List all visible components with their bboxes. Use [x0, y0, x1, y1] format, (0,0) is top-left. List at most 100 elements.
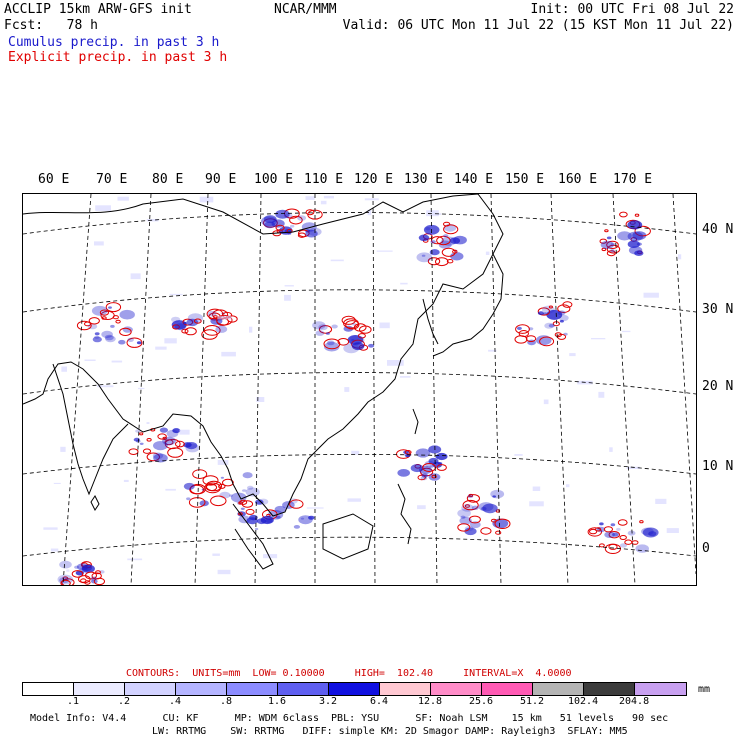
cumulus-precip-area: [421, 254, 426, 257]
lat-line-10: [23, 454, 696, 475]
explicit-precip-contour: [323, 338, 341, 350]
explicit-precip-contour: [634, 225, 651, 237]
light-precip-area: [364, 198, 379, 201]
cumulus-precip-area: [240, 507, 245, 510]
legend-tick-label: 1.6: [268, 696, 287, 707]
light-precip-area: [221, 351, 236, 357]
cumulus-precip-area: [59, 560, 72, 569]
cumulus-precip-area: [604, 531, 615, 538]
light-precip-area: [111, 360, 123, 363]
cumulus-precip-area: [105, 335, 116, 343]
cumulus-precip-area: [166, 429, 179, 438]
explicit-precip-contour: [518, 330, 529, 337]
cumulus-precip-area: [457, 509, 471, 518]
cumulus-precip-area: [606, 236, 612, 240]
light-precip-area: [130, 273, 141, 280]
explicit-precip-contour: [608, 531, 620, 539]
light-precip-area: [60, 446, 66, 452]
cumulus-precip-area: [464, 527, 477, 536]
coastline-taiwan: [412, 408, 419, 435]
light-precip-area: [643, 292, 659, 298]
cumulus-precip-area: [153, 441, 168, 451]
explicit-precip-contour: [238, 512, 243, 516]
cumulus-precip-area: [435, 452, 448, 461]
init-time: Init: 00 UTC Fri 08 Jul 22: [530, 2, 735, 17]
cumulus-precip-area: [94, 332, 100, 336]
cumulus-precip-area: [308, 515, 315, 520]
explicit-precip-contour: [606, 240, 619, 250]
cumulus-precip-area: [619, 543, 628, 548]
cumulus-precip-area: [220, 476, 224, 479]
cumulus-precip-area: [261, 216, 277, 227]
explicit-precip-contour: [142, 448, 152, 454]
lon-label: 100 E: [254, 172, 294, 187]
cumulus-precip-area: [403, 450, 409, 454]
cumulus-precip-area: [242, 489, 247, 492]
explicit-precip-contour: [446, 259, 454, 264]
legend-tick-label: 102.4: [568, 696, 599, 707]
light-precip-area: [320, 200, 327, 205]
cumulus-precip-area: [185, 442, 198, 450]
explicit-precip-contour: [468, 493, 474, 498]
light-precip-area: [426, 210, 439, 217]
cumulus-precip-area: [410, 464, 424, 473]
light-precip-area: [591, 338, 606, 340]
legend-swatch: [227, 683, 278, 695]
cumulus-precip-area: [516, 326, 522, 330]
lat-line-40: [23, 212, 696, 235]
cumulus-precip-area: [642, 527, 659, 538]
coastline-japan: [432, 253, 504, 357]
cumulus-precip-area: [183, 482, 195, 490]
lat-line-30: [23, 289, 696, 313]
explicit-precip-contour: [275, 224, 285, 231]
lon-line: [490, 194, 502, 585]
coastline-sumatra: [232, 503, 274, 570]
forecast-hour: Fcst: 78 h: [4, 18, 98, 33]
light-precip-area: [217, 460, 229, 465]
cumulus-precip-area: [627, 231, 644, 242]
light-precip-area: [146, 422, 150, 424]
legend-swatch: [533, 683, 584, 695]
explicit-precip-contour: [599, 543, 605, 548]
cumulus-precip-area: [535, 335, 552, 346]
cumulus-precip-area: [627, 220, 643, 230]
light-precip-area: [532, 486, 541, 491]
legend-tick-label: .4: [169, 696, 182, 707]
lon-line: [194, 194, 209, 585]
cumulus-precip-area: [627, 530, 636, 536]
lon-label: 140 E: [454, 172, 494, 187]
lon-label: 60 E: [38, 172, 70, 187]
cumulus-precip-area: [283, 213, 293, 219]
coastline-india: [52, 363, 129, 496]
cumulus-precip-area: [275, 515, 281, 519]
light-precip-area: [400, 376, 411, 378]
explicit-precip-contour: [515, 324, 530, 334]
cumulus-precip-area: [429, 249, 440, 256]
light-precip-area: [61, 366, 67, 372]
cumulus-precip-area: [118, 339, 126, 345]
explicit-precip-contour: [71, 570, 84, 578]
explicit-precip-contour: [157, 433, 167, 440]
explicit-precip-contour: [443, 224, 459, 235]
cumulus-precip-area: [482, 503, 498, 514]
legend-tick-label: .2: [118, 696, 131, 707]
explicit-precip-contour: [188, 497, 206, 508]
light-precip-area: [305, 196, 315, 200]
light-precip-area: [323, 195, 334, 199]
light-precip-area: [43, 527, 58, 530]
cumulus-precip-area: [108, 306, 112, 309]
light-precip-area: [306, 507, 324, 509]
explicit-precip-contour: [206, 308, 224, 320]
explicit-precip-contour: [589, 528, 598, 535]
coastline-philippines: [397, 483, 412, 545]
explicit-precip-contour: [60, 579, 71, 585]
cumulus-precip-area: [467, 494, 474, 499]
valid-time: Valid: 06 UTC Mon 11 Jul 22 (15 KST Mon …: [342, 18, 734, 33]
light-precip-area: [217, 569, 231, 575]
cumulus-precip-area: [612, 532, 619, 537]
light-precip-area: [400, 282, 408, 285]
cumulus-precip-area: [199, 500, 209, 507]
lon-label: 70 E: [96, 172, 128, 187]
legend-swatch: [125, 683, 176, 695]
cumulus-precip-area: [343, 343, 360, 354]
